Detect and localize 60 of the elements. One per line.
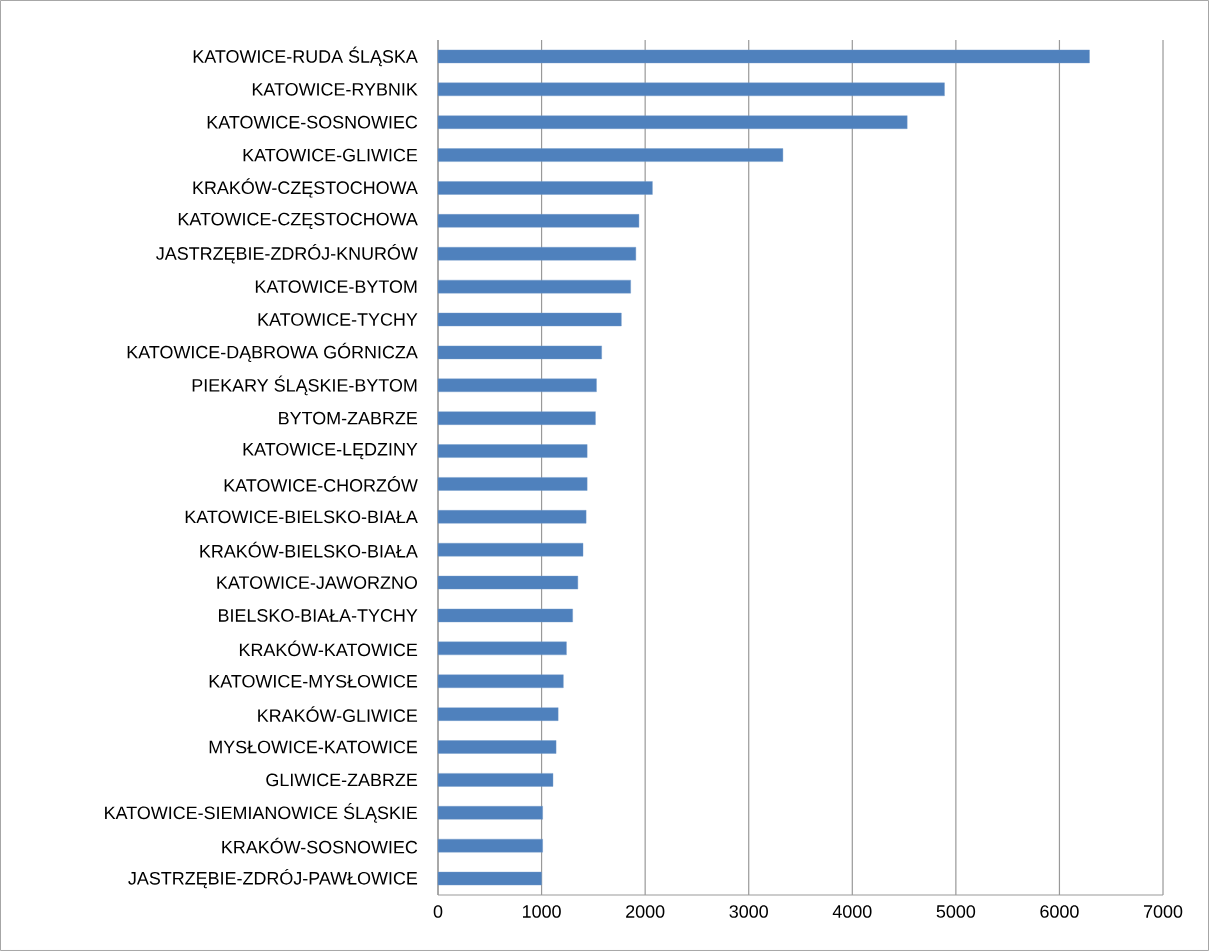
bar — [437, 510, 587, 524]
y-tick-label: KATOWICE-CZĘSTOCHOWA — [178, 212, 418, 229]
y-tick-label: KRAKÓW-KATOWICE — [239, 640, 418, 657]
y-tick-label: KATOWICE-SIEMIANOWICE ŚLĄSKIE — [105, 802, 418, 823]
bar — [437, 871, 542, 886]
y-tick-label: KATOWICE-TYCHY — [258, 313, 418, 326]
y-tick-label: PIEKARY ŚLĄSKIE-BYTOM — [192, 375, 417, 396]
y-tick-label: KATOWICE-CHORZÓW — [224, 476, 418, 492]
y-tick-label: KRAKÓW-BIELSKO-BIAŁA — [200, 541, 418, 558]
y-tick-label: GLIWICE-ZABRZE — [266, 773, 418, 787]
x-tick-label: 0 — [433, 905, 443, 918]
bar — [437, 806, 543, 820]
bar — [437, 674, 564, 688]
y-tick-label: KATOWICE-DĄBROWA GÓRNICZA — [127, 342, 418, 362]
y-tick-label: KRAKÓW-SOSNOWIEC — [222, 837, 418, 854]
bar — [437, 543, 584, 557]
bar — [437, 279, 631, 294]
bar — [437, 838, 543, 853]
y-tick-label: JASTRZĘBIE-ZDRÓJ-KNURÓW — [156, 244, 418, 264]
bar — [437, 345, 602, 360]
bar — [437, 740, 557, 754]
bar — [437, 115, 908, 129]
y-tick-label: KATOWICE-BIELSKO-BIAŁA — [185, 510, 418, 524]
y-tick-label: KRAKÓW-GLIWICE — [258, 706, 418, 722]
bar — [437, 181, 653, 195]
x-tick-label: 4000 — [832, 905, 872, 918]
y-tick-label: JASTRZĘBIE-ZDRÓJ-PAWŁOWICE — [128, 868, 418, 889]
y-tick-label: KATOWICE-RYBNIK — [252, 82, 418, 96]
bar — [437, 148, 784, 162]
y-tick-label: KATOWICE-SOSNOWIEC — [207, 115, 418, 129]
bar — [437, 641, 567, 656]
y-tick-label: KATOWICE-LĘDZINY — [243, 442, 418, 460]
bar — [437, 82, 945, 97]
y-tick-label: KATOWICE-JAWORZNO — [217, 576, 417, 589]
y-tick-label: BYTOM-ZABRZE — [279, 411, 418, 425]
bar — [437, 608, 573, 623]
bar — [437, 575, 579, 590]
bar — [437, 247, 637, 261]
bar — [437, 214, 640, 228]
y-tick-label: KRAKÓW-CZĘSTOCHOWA — [193, 178, 418, 198]
bar — [437, 444, 588, 458]
x-tick-label: 7000 — [1143, 905, 1183, 918]
x-tick-label: 6000 — [1040, 905, 1079, 918]
x-tick-label: 3000 — [729, 905, 768, 918]
bar — [437, 411, 596, 425]
bar — [437, 773, 554, 787]
x-tick-label: 5000 — [936, 905, 976, 918]
y-tick-label: KATOWICE-RUDA ŚLĄSKA — [193, 46, 418, 67]
bar — [437, 477, 588, 491]
y-tick-label: KATOWICE-GLIWICE — [243, 148, 418, 162]
bar — [437, 312, 622, 327]
y-tick-label: KATOWICE-BYTOM — [255, 280, 417, 293]
x-tick-label: 2000 — [626, 905, 665, 918]
y-tick-label: BIELSKO-BIAŁA-TYCHY — [218, 609, 418, 622]
y-tick-label: MYSŁOWICE-KATOWICE — [209, 740, 418, 754]
x-tick-label: 1000 — [522, 905, 561, 918]
y-tick-label: KATOWICE-MYSŁOWICE — [209, 674, 418, 688]
bar — [437, 49, 1090, 64]
bar — [437, 707, 559, 721]
bar — [437, 378, 597, 392]
